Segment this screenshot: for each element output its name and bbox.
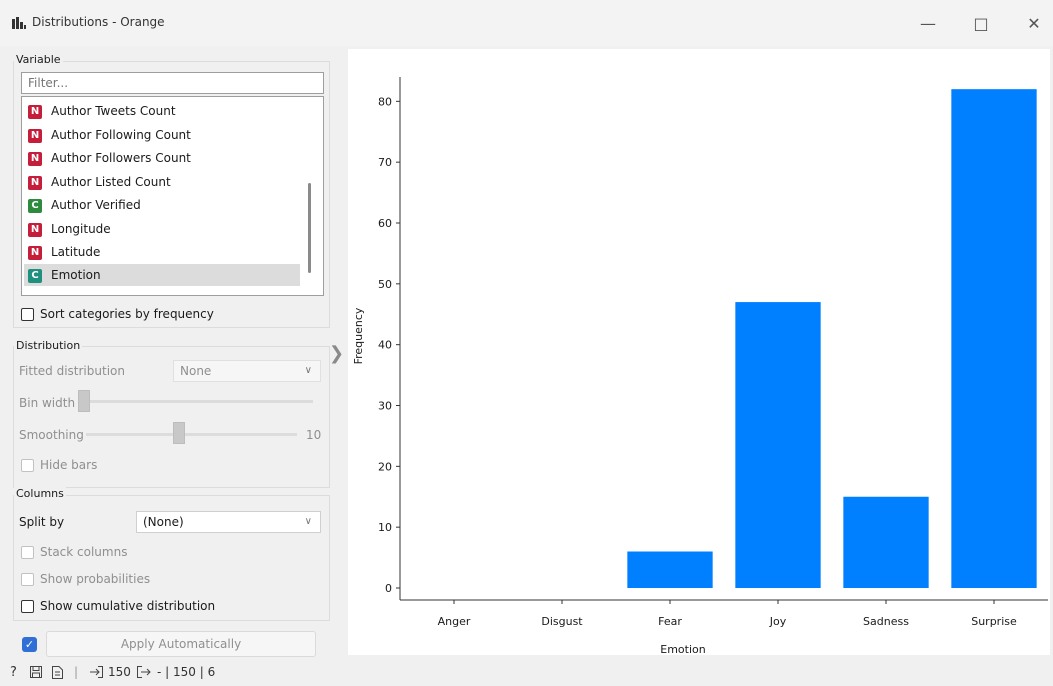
stack-columns-checkbox[interactable] [21, 546, 34, 559]
show-probabilities-checkbox[interactable] [21, 573, 34, 586]
stack-columns-label: Stack columns [40, 545, 128, 559]
list-item-label: Latitude [51, 245, 101, 259]
bin-width-slider-handle[interactable] [78, 390, 90, 412]
y-tick-label: 0 [385, 582, 392, 595]
plot-area[interactable]: 0 10 20 30 40 50 60 70 80 Anger Disgust Fear Joy Sad… [348, 49, 1050, 655]
input-icon [90, 666, 103, 678]
categorical-variable-icon: C [28, 198, 42, 213]
show-probabilities-label: Show probabilities [40, 572, 151, 586]
list-item[interactable]: N Author Followers Count [24, 147, 300, 169]
list-item[interactable]: N Author Tweets Count [24, 100, 300, 122]
list-item-label: Longitude [51, 222, 111, 236]
split-by-label: Split by [19, 515, 65, 529]
numeric-variable-icon: N [28, 175, 42, 190]
x-tick-label: Joy [769, 615, 787, 628]
close-icon[interactable]: ✕ [1027, 14, 1041, 33]
y-tick-label: 50 [378, 278, 392, 291]
x-tick-label: Disgust [541, 615, 583, 628]
columns-group-title: Columns [14, 487, 66, 500]
fitted-distribution-combo[interactable]: None ∨ [173, 360, 321, 382]
y-tick-label: 30 [378, 400, 392, 413]
filter-input[interactable] [22, 73, 323, 93]
collapse-panel-icon[interactable]: ❯ [329, 343, 345, 364]
apply-automatically-checkbox[interactable]: ✓ [22, 637, 37, 652]
smoothing-label: Smoothing [19, 428, 84, 442]
distribution-group-title: Distribution [14, 339, 83, 352]
fitted-distribution-label: Fitted distribution [19, 364, 125, 378]
title-bar: Distributions - Orange — □ ✕ [0, 0, 1053, 46]
fitted-distribution-value: None [180, 364, 212, 378]
y-tick-label: 20 [378, 460, 392, 473]
y-tick-label: 80 [378, 95, 392, 108]
split-by-combo[interactable]: (None) ∨ [136, 511, 321, 533]
list-scrollbar[interactable] [308, 183, 311, 273]
list-item-label: Emotion [51, 268, 101, 282]
filter-box[interactable] [21, 72, 324, 94]
x-tick-label: Fear [658, 615, 682, 628]
save-icon[interactable] [30, 666, 42, 678]
bar-joy[interactable] [735, 302, 821, 588]
x-tick-label: Surprise [971, 615, 1017, 628]
bin-width-slider[interactable] [83, 400, 313, 403]
numeric-variable-icon: N [28, 104, 42, 119]
numeric-variable-icon: N [28, 222, 42, 237]
bin-width-label: Bin width [19, 396, 76, 410]
y-axis-label: Frequency [352, 307, 365, 364]
output-icon [137, 666, 151, 678]
list-item-selected[interactable]: C Emotion [24, 264, 300, 286]
y-tick-label: 40 [378, 339, 392, 352]
smoothing-value: 10 [306, 428, 322, 442]
report-icon[interactable] [52, 666, 63, 679]
bar-chart-icon [12, 17, 26, 29]
chevron-down-icon: ∨ [304, 365, 312, 376]
y-tick-label: 70 [378, 156, 392, 169]
list-item[interactable]: C Author Verified [24, 194, 300, 216]
list-item[interactable]: N Author Listed Count [24, 171, 300, 193]
show-cumulative-label: Show cumulative distribution [40, 599, 216, 613]
list-item-label: Author Listed Count [51, 175, 171, 189]
y-tick-label: 10 [378, 521, 392, 534]
apply-button[interactable]: Apply Automatically [46, 631, 316, 657]
input-count: 150 [108, 665, 131, 679]
list-item-label: Author Following Count [51, 128, 191, 142]
status-bar: ? | 150 - | 150 | 6 [0, 657, 1053, 686]
y-tick-label: 60 [378, 217, 392, 230]
x-tick-label: Anger [438, 615, 471, 628]
minimize-icon[interactable]: — [920, 14, 936, 33]
categorical-variable-icon: C [28, 268, 42, 283]
status-divider: | [74, 665, 79, 679]
x-axis-label: Emotion [660, 643, 705, 655]
x-tick-label: Sadness [863, 615, 909, 628]
bar-fear[interactable] [627, 551, 713, 589]
numeric-variable-icon: N [28, 128, 42, 143]
window-title: Distributions - Orange [32, 15, 165, 29]
smoothing-slider-handle[interactable] [173, 422, 185, 444]
split-by-value: (None) [143, 515, 184, 529]
bar-chart: 0 10 20 30 40 50 60 70 80 Anger Disgust Fear Joy Sad… [352, 77, 1048, 655]
numeric-variable-icon: N [28, 151, 42, 166]
smoothing-slider[interactable] [86, 433, 297, 436]
output-summary: - | 150 | 6 [157, 665, 216, 679]
sort-by-frequency-label: Sort categories by frequency [40, 307, 214, 321]
sort-by-frequency-checkbox[interactable] [21, 308, 34, 321]
list-item-label: Author Tweets Count [51, 104, 176, 118]
list-item[interactable]: N Longitude [24, 218, 300, 240]
hide-bars-checkbox[interactable] [21, 459, 34, 472]
show-cumulative-checkbox[interactable] [21, 600, 34, 613]
bar-surprise[interactable] [951, 89, 1037, 588]
chevron-down-icon: ∨ [304, 516, 312, 527]
help-icon[interactable]: ? [10, 665, 17, 680]
variable-group-title: Variable [14, 53, 63, 66]
variable-list[interactable]: N Author Tweets Count N Author Following C… [21, 96, 324, 296]
numeric-variable-icon: N [28, 245, 42, 260]
maximize-icon[interactable]: □ [973, 14, 989, 33]
hide-bars-label: Hide bars [40, 458, 98, 472]
list-item[interactable]: N Latitude [24, 241, 300, 263]
list-item-label: Author Verified [51, 198, 141, 212]
list-item-label: Author Followers Count [51, 151, 191, 165]
bar-sadness[interactable] [843, 496, 929, 588]
list-item[interactable]: N Author Following Count [24, 124, 300, 146]
